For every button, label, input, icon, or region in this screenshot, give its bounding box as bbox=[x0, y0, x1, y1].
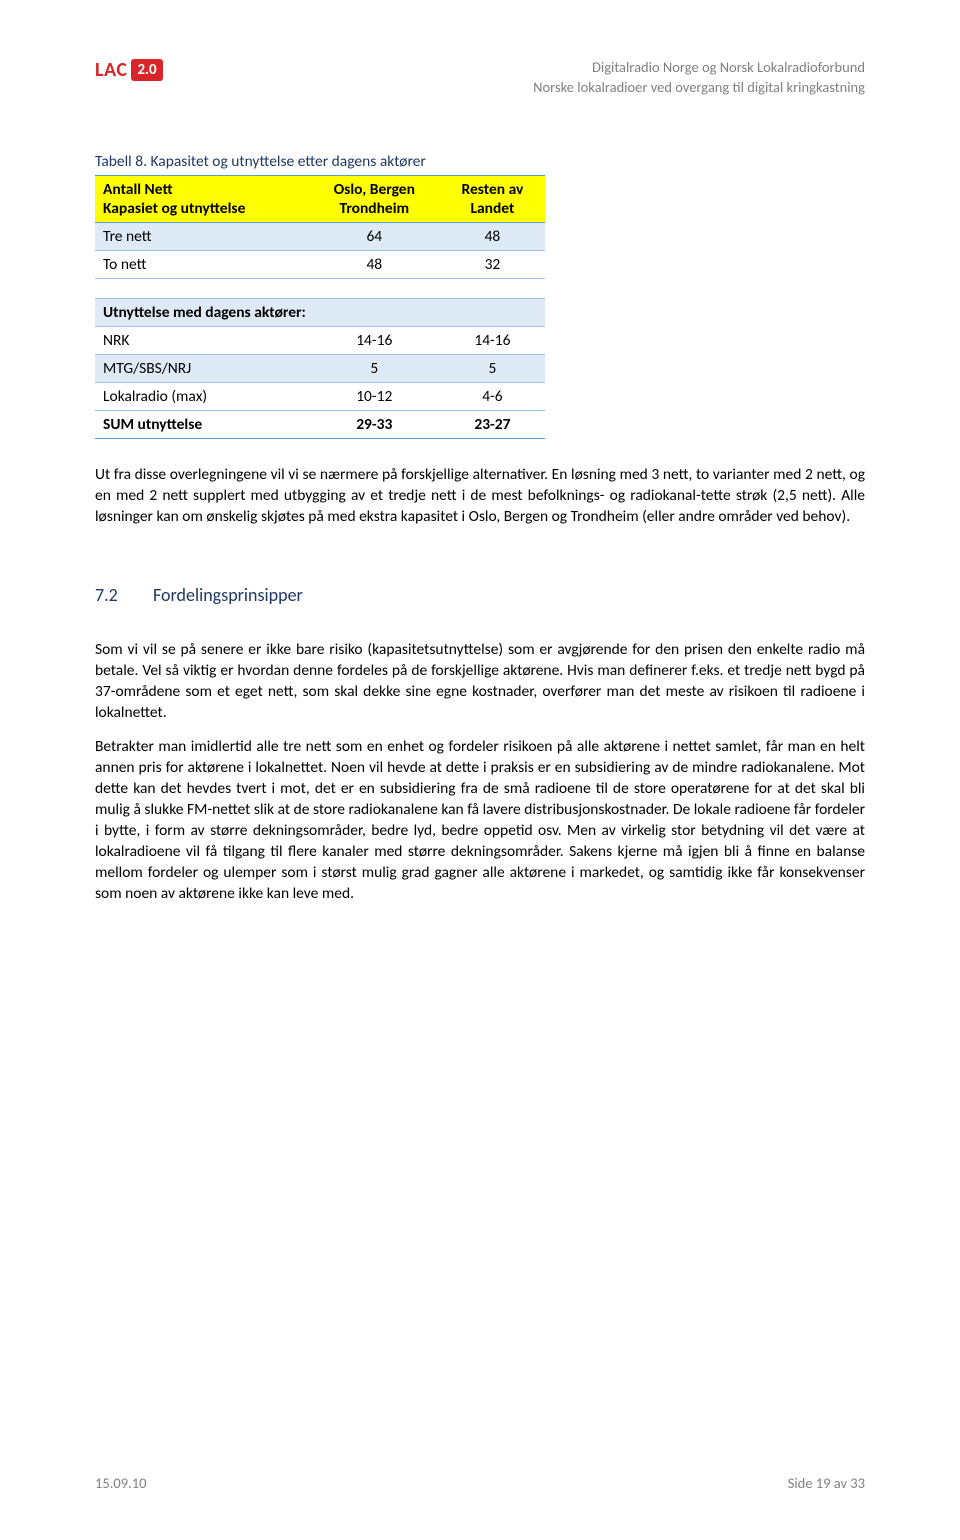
sum-label: SUM utnyttelse bbox=[95, 411, 309, 439]
table-caption: Tabell 8. Kapasitet og utnyttelse etter … bbox=[95, 152, 865, 171]
logo: LAC 2.0 bbox=[95, 58, 163, 82]
row-label: Tre nett bbox=[95, 223, 309, 251]
page-header: LAC 2.0 Digitalradio Norge og Norsk Loka… bbox=[95, 58, 865, 97]
row-label: Lokalradio (max) bbox=[95, 383, 309, 411]
row-label: NRK bbox=[95, 327, 309, 355]
row-value: 64 bbox=[309, 223, 440, 251]
logo-text: LAC bbox=[95, 58, 127, 82]
header-line-1: Digitalradio Norge og Norsk Lokalradiofo… bbox=[533, 58, 865, 78]
row-value: 5 bbox=[309, 355, 440, 383]
row-value: 32 bbox=[440, 251, 545, 279]
row-value: 48 bbox=[440, 223, 545, 251]
header-line-2: Norske lokalradioer ved overgang til dig… bbox=[533, 78, 865, 98]
table-row: Lokalradio (max) 10-12 4-6 bbox=[95, 383, 545, 411]
sum-value: 29-33 bbox=[309, 411, 440, 439]
table-row: Tre nett 64 48 bbox=[95, 223, 545, 251]
paragraph-1: Ut fra disse overlegningene vil vi se næ… bbox=[95, 465, 865, 528]
col-header-0: Antall Nett Kapasiet og utnyttelse bbox=[95, 176, 309, 223]
logo-version-badge: 2.0 bbox=[131, 59, 162, 81]
section-number: 7.2 bbox=[95, 584, 153, 606]
table-header-row: Antall Nett Kapasiet og utnyttelse Oslo,… bbox=[95, 176, 545, 223]
col-header-1: Oslo, Bergen Trondheim bbox=[309, 176, 440, 223]
row-label: To nett bbox=[95, 251, 309, 279]
row-value: 14-16 bbox=[309, 327, 440, 355]
table-row: NRK 14-16 14-16 bbox=[95, 327, 545, 355]
header-subtitle: Digitalradio Norge og Norsk Lokalradiofo… bbox=[533, 58, 865, 97]
row-value: 48 bbox=[309, 251, 440, 279]
table-sum-row: SUM utnyttelse 29-33 23-27 bbox=[95, 411, 545, 439]
paragraph-3: Betrakter man imidlertid alle tre nett s… bbox=[95, 737, 865, 904]
table-subhead: Utnyttelse med dagens aktører: bbox=[95, 299, 545, 327]
row-value: 10-12 bbox=[309, 383, 440, 411]
footer-page: Side 19 av 33 bbox=[788, 1474, 865, 1492]
col-header-2: Resten av Landet bbox=[440, 176, 545, 223]
row-value: 5 bbox=[440, 355, 545, 383]
table-row: MTG/SBS/NRJ 5 5 bbox=[95, 355, 545, 383]
row-value: 4-6 bbox=[440, 383, 545, 411]
page-footer: 15.09.10 Side 19 av 33 bbox=[95, 1474, 865, 1492]
row-label: MTG/SBS/NRJ bbox=[95, 355, 309, 383]
section-title: Fordelingsprinsipper bbox=[153, 584, 303, 606]
table-spacer bbox=[95, 279, 545, 299]
capacity-table: Antall Nett Kapasiet og utnyttelse Oslo,… bbox=[95, 175, 545, 439]
footer-date: 15.09.10 bbox=[95, 1474, 146, 1492]
paragraph-2: Som vi vil se på senere er ikke bare ris… bbox=[95, 640, 865, 724]
sum-value: 23-27 bbox=[440, 411, 545, 439]
subhead-label: Utnyttelse med dagens aktører: bbox=[95, 299, 545, 327]
row-value: 14-16 bbox=[440, 327, 545, 355]
section-heading: 7.2Fordelingsprinsipper bbox=[95, 584, 865, 606]
table-row: To nett 48 32 bbox=[95, 251, 545, 279]
